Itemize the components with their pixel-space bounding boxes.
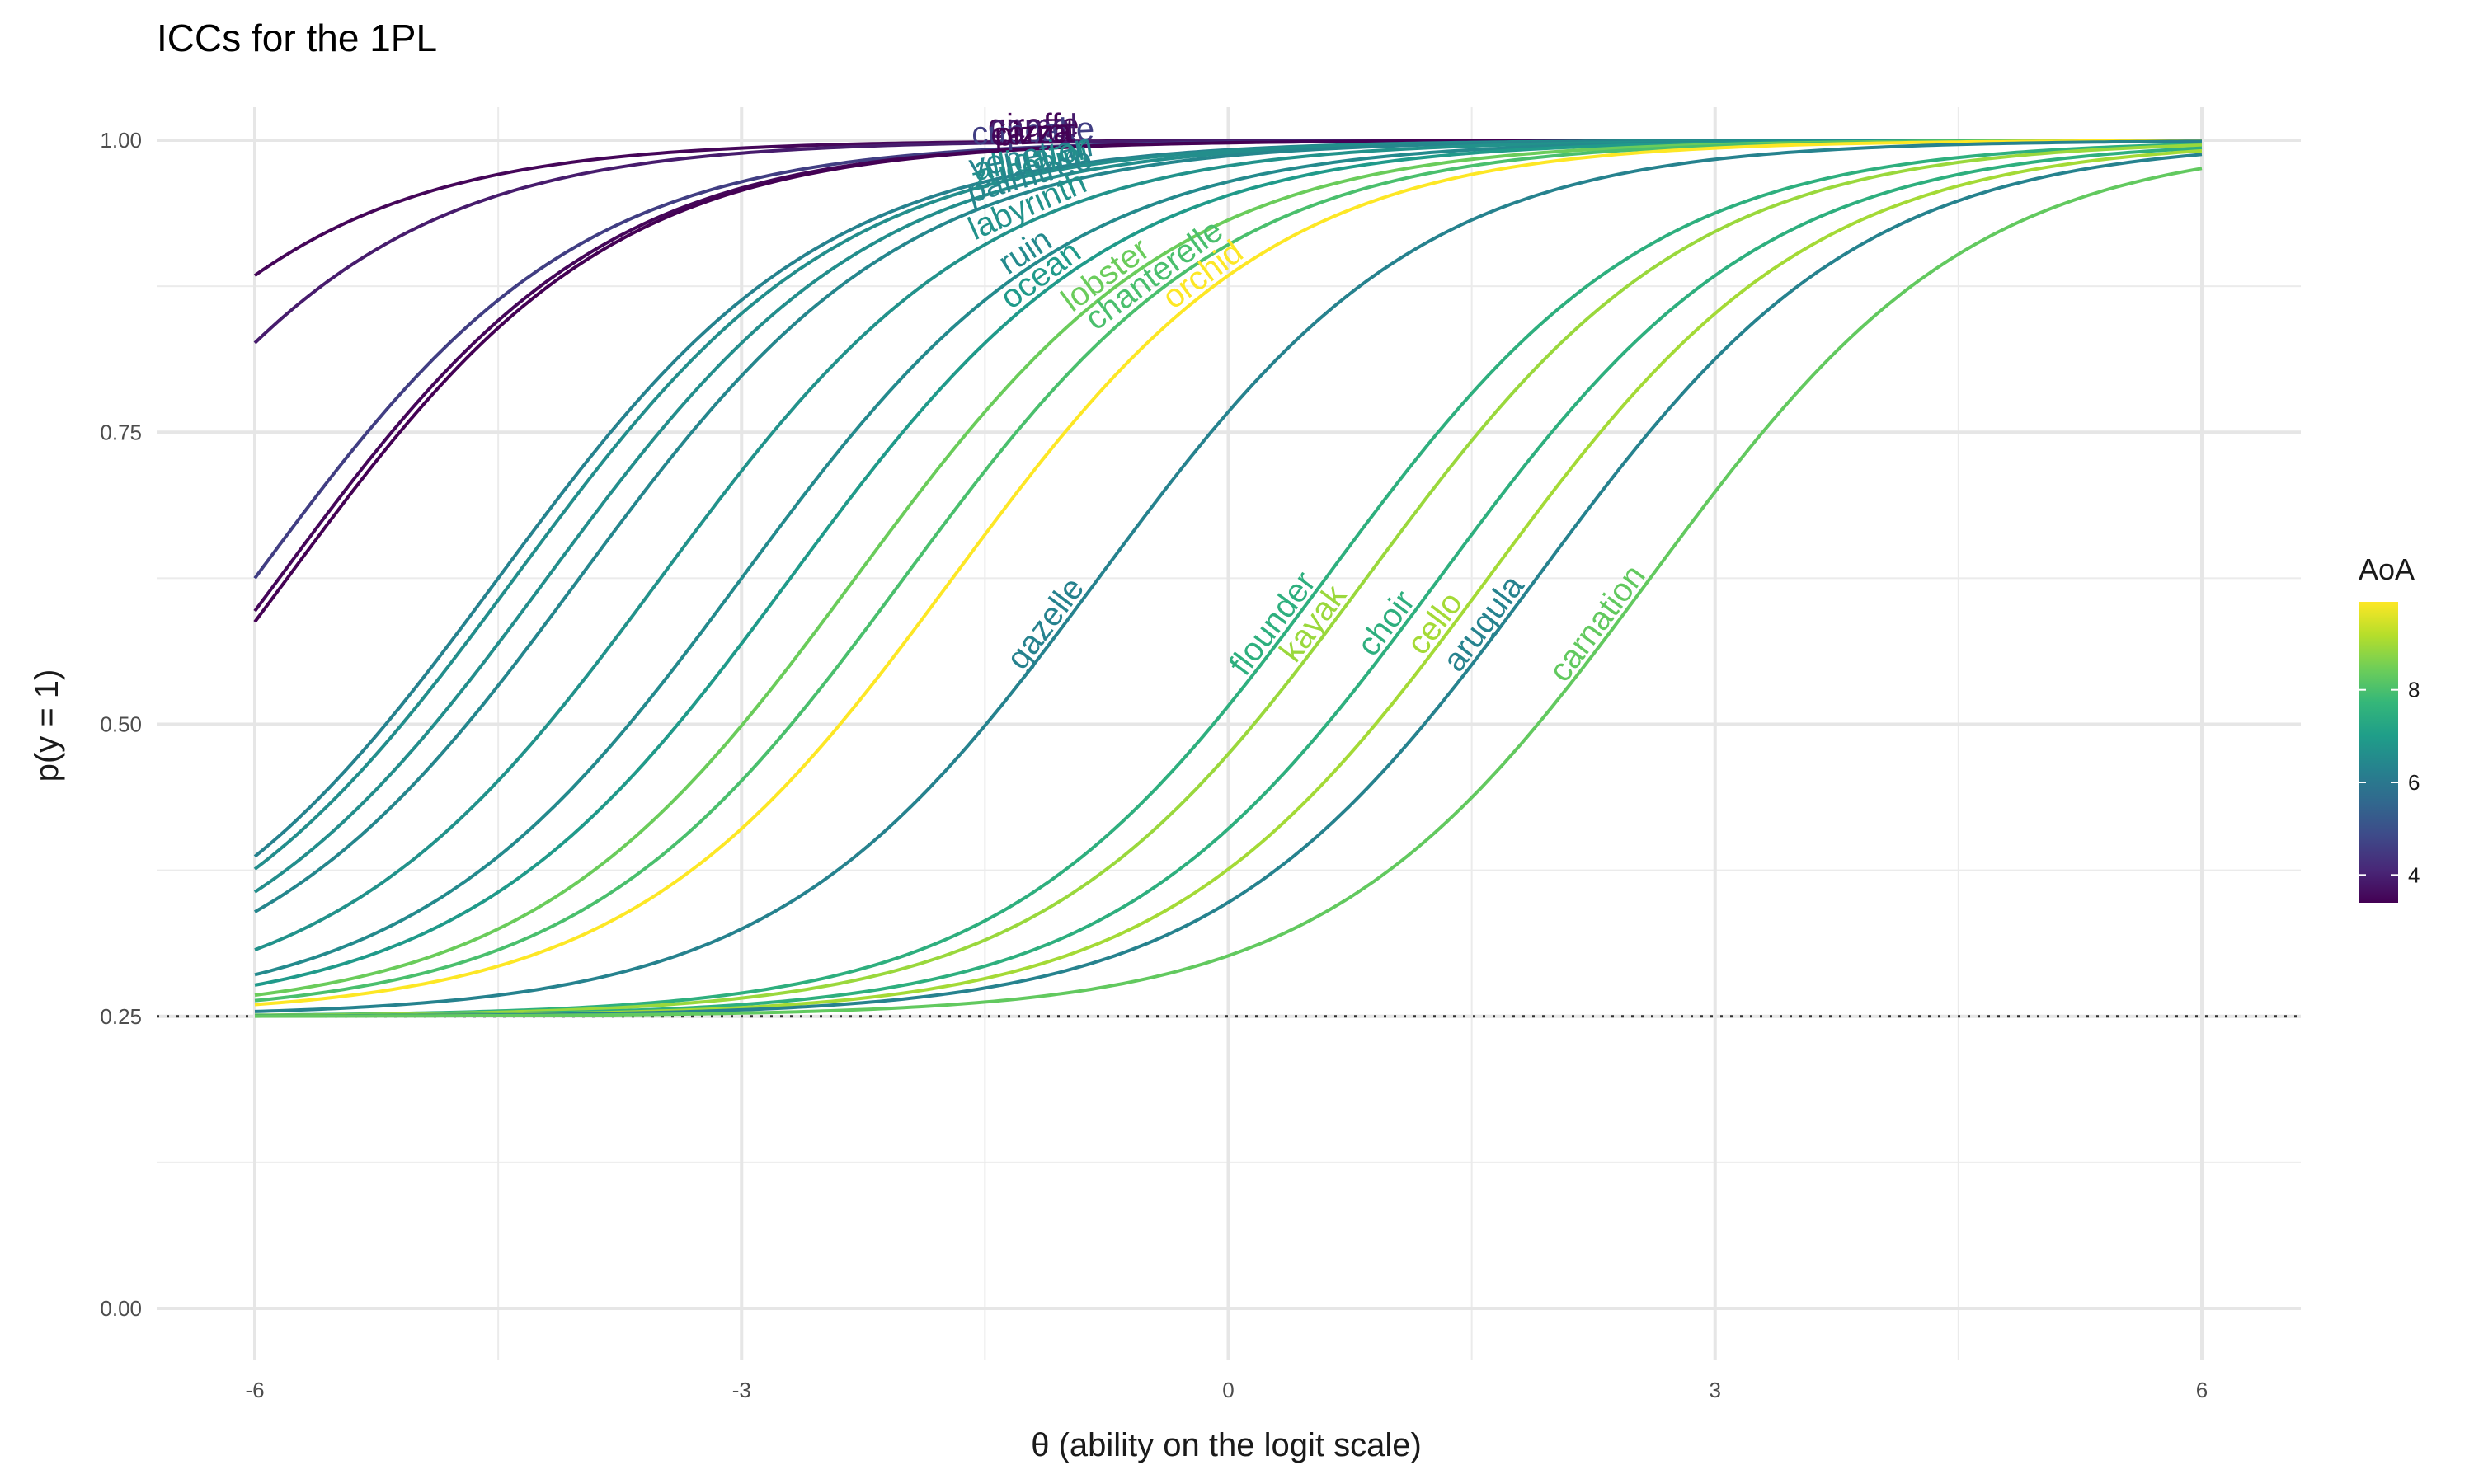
curve-label-camel: camel [990, 108, 1078, 145]
legend-colorbar [2359, 602, 2398, 903]
curve-label-giraffe: giraffe [988, 107, 1079, 144]
y-tick-label: 0.75 [100, 420, 142, 444]
x-tick-label: 0 [1222, 1378, 1234, 1402]
y-tick-label: 1.00 [100, 128, 142, 153]
x-tick-label: -3 [732, 1378, 751, 1402]
y-tick-label: 0.00 [100, 1296, 142, 1321]
x-tick-label: 6 [2196, 1378, 2208, 1402]
axis-ticks: -6 -3 0 3 6 0.00 0.25 0.50 0.75 1.00 [100, 128, 2208, 1402]
x-tick-label: -6 [245, 1378, 264, 1402]
y-tick-label: 0.25 [100, 1004, 142, 1029]
chart-title: ICCs for the 1PL [157, 16, 437, 59]
x-axis-title: θ (ability on the logit scale) [1031, 1427, 1422, 1463]
grid-lines [157, 107, 2301, 1360]
curve-series [253, 139, 2203, 1018]
x-tick-label: 3 [1710, 1378, 1721, 1402]
icc-curve-gazelle [254, 139, 2202, 1013]
curve-labels: giraffecamelcupcakecarrotpizzavenetianal… [962, 107, 1652, 688]
legend-ticks: 4 6 8 [2359, 678, 2420, 887]
curve-label-cupcake: cupcake [971, 111, 1095, 153]
icc-curve-carnation [254, 167, 2203, 1018]
curve-label-pizza: pizza [994, 113, 1073, 153]
legend-tick-label: 4 [2408, 862, 2420, 887]
curve-label-gazelle: gazelle [999, 571, 1091, 676]
legend-tick-label: 8 [2408, 678, 2420, 702]
legend-title: AoA [2359, 552, 2415, 586]
y-tick-label: 0.50 [100, 712, 142, 737]
y-axis-title: p(y = 1) [29, 669, 65, 782]
icc-curve-orchid [254, 139, 2202, 1007]
curve-label-carrot: carrot [990, 113, 1075, 153]
icc-curve-flounder [254, 142, 2203, 1017]
icc-curve-kayak [255, 143, 2203, 1017]
legend-tick-label: 6 [2408, 770, 2420, 795]
aoa-legend: AoA 4 6 8 [2359, 552, 2420, 903]
